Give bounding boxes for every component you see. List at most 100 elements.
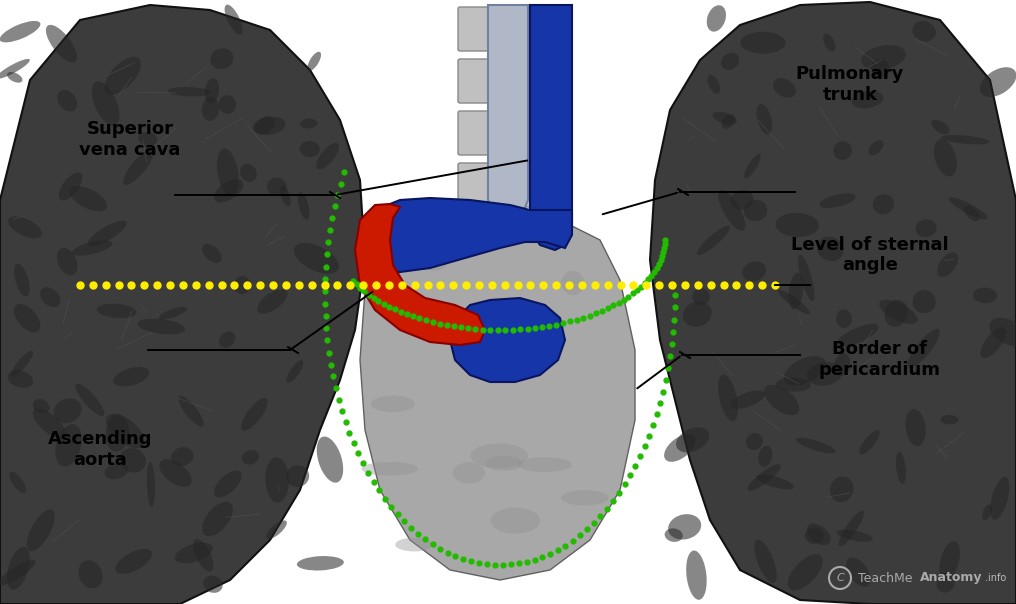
Ellipse shape [241,398,267,431]
Ellipse shape [912,21,936,42]
Ellipse shape [267,178,287,196]
Polygon shape [358,198,572,272]
Ellipse shape [798,255,815,301]
Ellipse shape [764,385,800,416]
Ellipse shape [807,524,830,545]
Ellipse shape [78,561,103,588]
Text: TeachMe: TeachMe [858,571,912,585]
Ellipse shape [744,200,767,221]
Ellipse shape [287,465,309,487]
Ellipse shape [744,154,761,178]
Ellipse shape [218,95,236,114]
Ellipse shape [300,141,320,157]
FancyBboxPatch shape [458,215,558,259]
Ellipse shape [940,541,960,580]
Ellipse shape [175,542,212,564]
Ellipse shape [697,226,729,255]
Ellipse shape [179,396,203,426]
Ellipse shape [14,304,41,332]
Ellipse shape [873,194,894,214]
Ellipse shape [807,362,842,386]
Ellipse shape [721,53,740,70]
Ellipse shape [758,446,772,467]
Ellipse shape [253,117,285,135]
Ellipse shape [757,104,772,134]
Text: C: C [836,573,844,583]
Ellipse shape [33,408,66,439]
Ellipse shape [120,448,146,472]
Ellipse shape [297,556,343,571]
Ellipse shape [905,409,926,446]
Ellipse shape [160,459,192,487]
Ellipse shape [982,504,993,520]
Ellipse shape [7,72,22,83]
Ellipse shape [692,288,709,305]
Ellipse shape [137,319,185,334]
Ellipse shape [683,301,711,327]
Ellipse shape [979,67,1016,97]
Ellipse shape [147,462,155,507]
Ellipse shape [362,462,419,475]
Ellipse shape [105,57,141,95]
Ellipse shape [26,510,55,551]
Ellipse shape [138,132,157,146]
Ellipse shape [754,539,777,583]
Ellipse shape [907,329,940,368]
Ellipse shape [202,502,233,536]
Ellipse shape [741,32,785,54]
Ellipse shape [561,490,609,506]
FancyBboxPatch shape [458,7,558,51]
Ellipse shape [40,288,60,307]
Ellipse shape [72,240,113,255]
Ellipse shape [115,549,152,574]
Ellipse shape [202,244,221,263]
Ellipse shape [861,45,906,70]
Polygon shape [650,2,1016,604]
Ellipse shape [773,78,796,98]
Ellipse shape [203,576,223,593]
Ellipse shape [731,390,765,409]
Ellipse shape [158,307,187,320]
Ellipse shape [371,396,415,412]
Ellipse shape [91,82,120,126]
Ellipse shape [46,25,77,62]
Ellipse shape [823,34,835,51]
Text: Pulmonary
trunk: Pulmonary trunk [796,65,904,104]
Ellipse shape [11,351,34,376]
Ellipse shape [217,149,239,196]
Ellipse shape [257,289,288,313]
Polygon shape [360,215,635,580]
Ellipse shape [788,273,804,309]
Ellipse shape [8,370,34,388]
Ellipse shape [915,219,937,237]
Ellipse shape [676,427,709,452]
Ellipse shape [787,554,823,590]
Ellipse shape [964,206,979,221]
FancyBboxPatch shape [458,59,558,103]
Ellipse shape [255,117,274,134]
Ellipse shape [204,79,219,103]
Ellipse shape [0,59,29,79]
Ellipse shape [778,290,810,314]
Ellipse shape [486,456,522,471]
Ellipse shape [990,318,1016,347]
Ellipse shape [669,514,701,539]
Ellipse shape [123,150,153,185]
Ellipse shape [69,186,107,211]
Ellipse shape [395,538,433,551]
Ellipse shape [453,462,485,484]
Ellipse shape [33,399,50,413]
Ellipse shape [707,75,720,94]
Ellipse shape [757,475,795,489]
Ellipse shape [885,300,908,327]
Ellipse shape [242,450,259,464]
Ellipse shape [869,140,884,155]
Ellipse shape [97,304,136,318]
FancyBboxPatch shape [458,163,558,207]
Polygon shape [488,5,528,215]
FancyBboxPatch shape [458,319,558,363]
Ellipse shape [837,530,873,542]
Ellipse shape [896,452,906,484]
Ellipse shape [57,248,77,275]
Ellipse shape [937,252,958,277]
